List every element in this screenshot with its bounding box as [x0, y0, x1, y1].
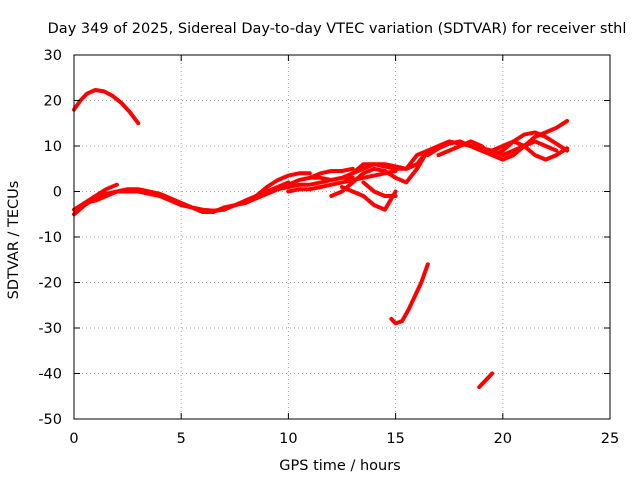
y-axis-label: SDTVAR / TECUs [6, 181, 22, 300]
x-tick-label: 15 [386, 431, 404, 447]
series-arc-7 [286, 169, 398, 194]
series-arc-17 [490, 139, 570, 162]
series-arc-15 [436, 119, 570, 162]
series-arc-11 [340, 185, 398, 212]
x-tick-label: 20 [494, 431, 512, 447]
series-arc-9 [329, 148, 430, 198]
x-tick-label: 0 [69, 431, 78, 447]
series-arc-2 [72, 175, 355, 213]
y-tick-label: -30 [38, 321, 62, 337]
y-tick-label: -40 [38, 367, 62, 383]
x-tick-label: 10 [279, 431, 297, 447]
x-tick-label: 5 [177, 431, 186, 447]
x-tick-label: 25 [601, 431, 619, 447]
series-arc-16 [468, 130, 570, 158]
y-tick-label: -50 [38, 412, 62, 428]
series-arc-1 [72, 88, 141, 126]
series-arc-18 [500, 139, 559, 158]
x-axis-label: GPS time / hours [279, 458, 400, 474]
grid-lines [74, 55, 610, 419]
series-arc-6 [254, 166, 355, 201]
series-arc-19 [389, 262, 430, 326]
y-tick-label: 0 [53, 185, 62, 201]
series-arc-5 [243, 171, 312, 203]
y-tick-label: -20 [38, 276, 62, 292]
y-tick-label: -10 [38, 230, 62, 246]
series-arc-4 [82, 182, 119, 205]
series-arc-12 [361, 180, 398, 198]
chart-title: Day 349 of 2025, Sidereal Day-to-day VTE… [48, 21, 627, 37]
series-arc-20 [477, 371, 495, 390]
data-series [72, 88, 570, 390]
axis-ticks: 0 5 10 15 20 25 -50 -40 -30 -20 -10 0 10 20 30 [38, 48, 619, 447]
y-tick-label: 20 [44, 94, 62, 110]
y-tick-label: 10 [44, 139, 62, 155]
y-tick-label: 30 [44, 48, 62, 64]
